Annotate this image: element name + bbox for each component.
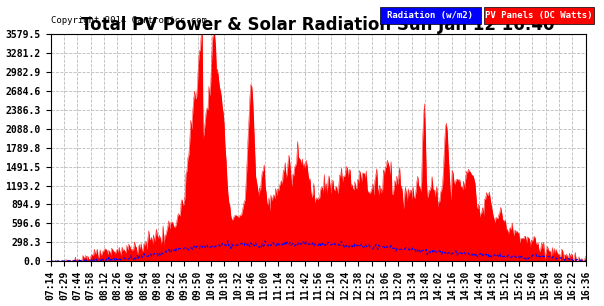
Text: PV Panels (DC Watts): PV Panels (DC Watts) <box>485 11 593 20</box>
Text: Radiation (w/m2): Radiation (w/m2) <box>388 11 474 20</box>
FancyBboxPatch shape <box>380 6 481 24</box>
Title: Total PV Power & Solar Radiation Sun Jan 12 16:40: Total PV Power & Solar Radiation Sun Jan… <box>82 16 555 34</box>
Text: Copyright 2014 Cartronics.com: Copyright 2014 Cartronics.com <box>51 16 207 24</box>
FancyBboxPatch shape <box>484 6 594 24</box>
